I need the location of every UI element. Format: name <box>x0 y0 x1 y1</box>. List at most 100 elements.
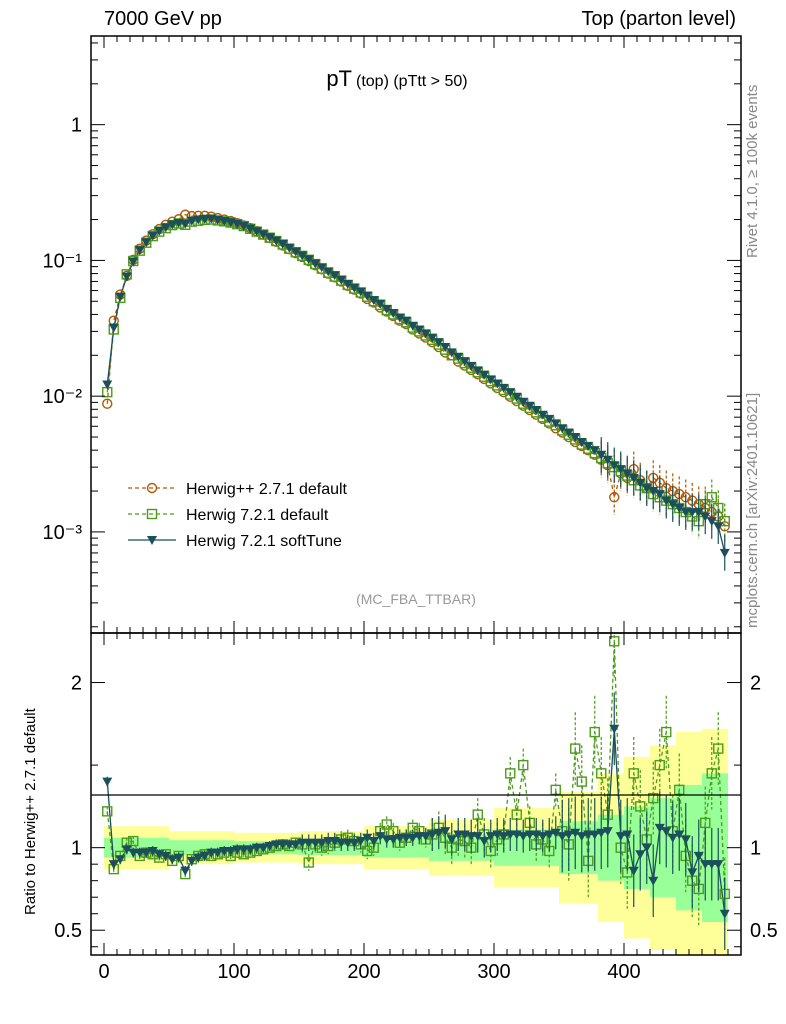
x-tick-label: 100 <box>217 961 250 983</box>
ratio-point-herwig721 <box>128 835 139 847</box>
main-point-softtune <box>576 437 587 447</box>
ratio-point-softtune <box>225 846 236 856</box>
ratio-point-softtune <box>680 835 691 845</box>
main-point-softtune <box>615 465 626 475</box>
ratio-point-softtune <box>674 830 685 840</box>
ratio-point-softtune <box>271 840 282 850</box>
ratio-point-softtune <box>544 830 555 840</box>
process-label: Top (parton level) <box>581 8 736 30</box>
main-point-softtune <box>199 214 210 224</box>
main-point-softtune <box>381 304 392 314</box>
ratio-point-softtune <box>446 835 457 845</box>
main-point-softtune <box>277 240 288 250</box>
main-point-softtune <box>635 478 646 488</box>
ratio-point-softtune <box>583 830 594 840</box>
legend-marker-softtune <box>147 536 157 545</box>
main-point-softtune <box>355 287 366 297</box>
ratio-point-softtune <box>316 838 327 848</box>
ratio-point-softtune <box>394 833 405 843</box>
main-point-softtune <box>628 473 639 483</box>
ratio-point-softtune <box>102 777 113 787</box>
main-point-softtune <box>661 496 672 506</box>
main-point-softtune <box>368 296 379 306</box>
ratio-point-softtune <box>550 828 561 838</box>
ratio-point-softtune <box>427 830 438 840</box>
ratio-point-softtune <box>219 846 230 856</box>
ratio-point-softtune <box>180 866 191 876</box>
ratio-point-herwig721 <box>661 726 672 738</box>
ratio-point-softtune <box>245 845 256 855</box>
main-point-softtune <box>186 216 197 226</box>
ratio-point-softtune <box>290 840 301 850</box>
main-point-herwigpp <box>102 398 113 409</box>
main-point-softtune <box>713 522 724 532</box>
ratio-point-softtune <box>362 833 373 843</box>
legend-label-herwigpp: Herwig++ 2.7.1 default <box>186 481 348 498</box>
ratio-point-softtune <box>147 846 158 856</box>
ratio-point-softtune <box>375 832 386 842</box>
main-point-softtune <box>342 280 353 290</box>
ratio-y-tick-label-right: 0.5 <box>750 920 778 942</box>
main-point-softtune <box>459 357 470 367</box>
ratio-point-herwig721 <box>576 776 587 787</box>
ratio-point-softtune <box>388 835 399 845</box>
main-point-softtune <box>251 227 262 237</box>
main-point-softtune <box>609 461 620 471</box>
ratio-point-softtune <box>310 838 321 848</box>
main-point-softtune <box>238 221 249 231</box>
ratio-point-softtune <box>609 724 620 734</box>
main-point-softtune <box>654 490 665 500</box>
main-point-softtune <box>316 263 327 273</box>
main-point-softtune <box>537 410 548 420</box>
main-point-softtune <box>427 333 438 343</box>
ratio-point-softtune <box>336 838 347 848</box>
ratio-point-softtune <box>134 848 145 858</box>
ratio-point-softtune <box>635 850 646 860</box>
main-point-softtune <box>134 246 145 256</box>
x-tick-label: 200 <box>347 961 380 983</box>
main-point-softtune <box>641 484 652 494</box>
ratio-point-softtune <box>323 837 334 847</box>
main-point-softtune <box>167 220 178 230</box>
ratio-point-softtune <box>498 832 509 842</box>
ratio-point-softtune <box>167 855 178 865</box>
main-point-softtune <box>115 292 126 302</box>
ratio-point-softtune <box>537 832 548 842</box>
y-tick-label: 10⁻² <box>43 386 83 408</box>
ratio-point-softtune <box>141 848 152 858</box>
main-point-softtune <box>414 325 425 335</box>
ratio-point-softtune <box>700 860 711 870</box>
main-point-softtune <box>141 238 152 248</box>
band-green-segment <box>702 773 728 922</box>
main-point-softtune <box>492 379 503 389</box>
ratio-point-herwig721 <box>596 768 607 779</box>
main-point-softtune <box>700 512 711 522</box>
main-point-softtune <box>128 257 139 267</box>
legend: Herwig++ 2.7.1 default Herwig 7.2.1 defa… <box>128 481 348 550</box>
ratio-point-softtune <box>485 832 496 842</box>
ratio-point-softtune <box>518 832 529 842</box>
ratio-point-softtune <box>472 832 483 842</box>
main-point-softtune <box>550 419 561 429</box>
main-point-softtune <box>108 323 119 333</box>
main-point-softtune <box>160 223 171 233</box>
ratio-point-softtune <box>433 828 444 838</box>
ratio-point-softtune <box>414 832 425 842</box>
main-point-softtune <box>524 401 535 411</box>
axes: 0 100 200 300 400 1 10⁻¹ 10⁻² 10⁻³ 0.5 0.5 1 1 2 2 <box>43 35 778 983</box>
ratio-point-softtune <box>713 860 724 870</box>
ratio-y-tick-label-right: 1 <box>750 838 761 860</box>
plot-title-suffix: (top) (pTtt > 50) <box>356 73 468 90</box>
x-tick-label: 400 <box>607 961 640 983</box>
ratio-point-softtune <box>628 866 639 876</box>
main-point-softtune <box>245 224 256 234</box>
main-line-herwigpp <box>106 214 726 527</box>
main-point-softtune <box>518 397 529 407</box>
main-point-softtune <box>362 291 373 301</box>
ratio-point-herwig721 <box>102 806 113 817</box>
main-point-softtune <box>674 504 685 514</box>
ratio-point-softtune <box>232 845 243 855</box>
ratio-point-herwig721 <box>648 792 659 804</box>
ratio-point-softtune <box>719 909 730 919</box>
ratio-point-softtune <box>128 848 139 858</box>
